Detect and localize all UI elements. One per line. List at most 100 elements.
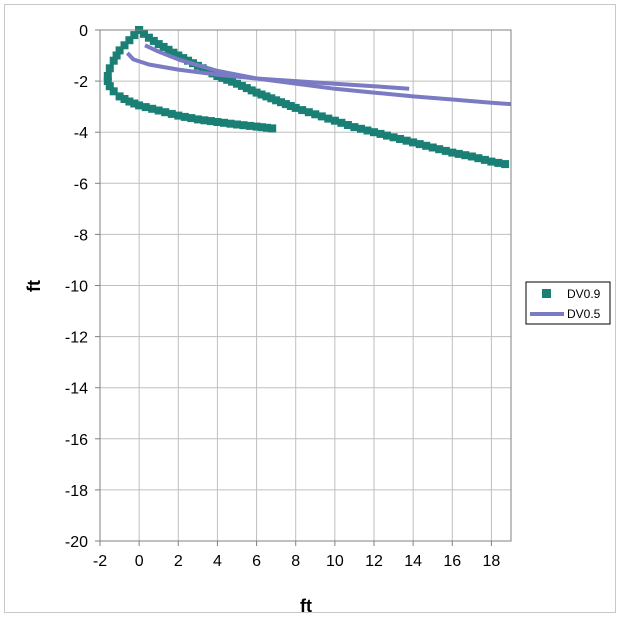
data-point <box>148 104 157 113</box>
data-point <box>105 64 114 73</box>
data-point <box>252 122 261 131</box>
series-line <box>144 43 512 107</box>
y-tick-label: -16 <box>65 432 88 449</box>
data-point <box>154 40 163 49</box>
x-tick-label: 2 <box>174 553 183 570</box>
data-point <box>363 126 372 135</box>
data-point <box>357 124 365 133</box>
data-point <box>370 128 378 137</box>
data-point <box>169 48 178 57</box>
data-point <box>291 103 300 112</box>
x-tick-label: 8 <box>291 553 300 570</box>
data-point <box>105 82 114 91</box>
y-tick-label: -14 <box>65 381 88 398</box>
data-point <box>298 106 307 115</box>
data-point <box>193 115 202 124</box>
data-point <box>103 72 112 80</box>
data-point <box>435 145 444 154</box>
data-point <box>187 114 196 123</box>
x-tick-label: -2 <box>93 553 107 570</box>
series-dv0-5 <box>125 43 512 107</box>
data-point <box>268 124 277 133</box>
data-point <box>262 92 271 101</box>
data-point <box>125 36 134 45</box>
data-point <box>441 146 450 155</box>
data-point <box>501 160 510 169</box>
data-point <box>252 88 261 97</box>
data-point <box>467 152 476 161</box>
series-dv0-9 <box>103 26 510 169</box>
y-tick-label: -2 <box>74 74 88 91</box>
data-point <box>220 118 228 127</box>
data-point <box>149 36 158 45</box>
data-point <box>246 121 254 130</box>
data-point <box>267 94 276 103</box>
data-point <box>226 119 235 128</box>
data-point <box>415 140 424 149</box>
x-tick-label: 16 <box>443 553 461 570</box>
data-point <box>141 103 150 112</box>
x-tick-label: 0 <box>135 553 144 570</box>
legend-label-dv05: DV0.5 <box>567 307 601 321</box>
legend-label-dv09: DV0.9 <box>567 287 601 301</box>
data-point <box>454 149 463 158</box>
y-tick-label: -10 <box>65 279 88 296</box>
data-point <box>330 116 339 125</box>
data-point <box>109 56 118 65</box>
data-point <box>130 99 139 108</box>
y-tick-label: -6 <box>74 176 88 193</box>
data-point <box>112 51 121 60</box>
y-tick-label: -18 <box>65 483 88 500</box>
data-point <box>103 77 112 86</box>
data-point <box>247 86 256 95</box>
data-point <box>448 148 457 157</box>
data-point <box>494 158 503 167</box>
data-point <box>120 95 129 103</box>
data-point <box>179 54 188 63</box>
data-point <box>237 81 246 90</box>
y-tick-label: -12 <box>65 330 88 347</box>
y-tick-label: -20 <box>65 534 88 551</box>
data-point <box>409 138 418 147</box>
data-point <box>242 84 251 93</box>
data-point <box>174 51 183 60</box>
y-tick-label: -4 <box>74 125 88 142</box>
x-tick-label: 12 <box>365 553 383 570</box>
x-axis-title: ft <box>300 596 312 616</box>
data-point <box>140 29 148 38</box>
x-tick-label: 6 <box>252 553 261 570</box>
data-point <box>311 110 320 119</box>
data-point <box>461 151 470 160</box>
legend-marker-dv09 <box>542 289 551 298</box>
data-point <box>343 121 352 129</box>
data-point <box>159 42 168 51</box>
x-tick-label: 10 <box>326 553 344 570</box>
data-point <box>174 111 183 120</box>
data-point <box>402 136 411 145</box>
tick-labels: -2 0 2 4 6 8 10 12 14 16 180-2-4-6-8-10-12-14-16-1… <box>65 23 501 570</box>
data-point <box>223 75 232 84</box>
data-point <box>125 97 134 106</box>
data-point <box>200 116 209 125</box>
data-point <box>233 120 241 129</box>
data-point <box>120 41 129 50</box>
data-point <box>164 45 173 54</box>
data-point <box>213 118 222 126</box>
y-tick-label: 0 <box>79 23 88 40</box>
data-point <box>218 73 227 82</box>
data-point <box>257 90 266 99</box>
data-point <box>383 131 391 140</box>
data-point <box>233 79 241 88</box>
data-point <box>428 143 437 152</box>
data-point <box>203 66 212 75</box>
data-point <box>389 133 398 142</box>
data-point <box>324 114 333 123</box>
y-tick-label: -8 <box>74 227 88 244</box>
y-axis-title: ft <box>24 280 44 292</box>
x-tick-label: 4 <box>213 553 222 570</box>
data-point <box>154 106 163 115</box>
data-point <box>376 129 385 138</box>
data-point <box>277 98 285 107</box>
data-point <box>161 108 170 117</box>
